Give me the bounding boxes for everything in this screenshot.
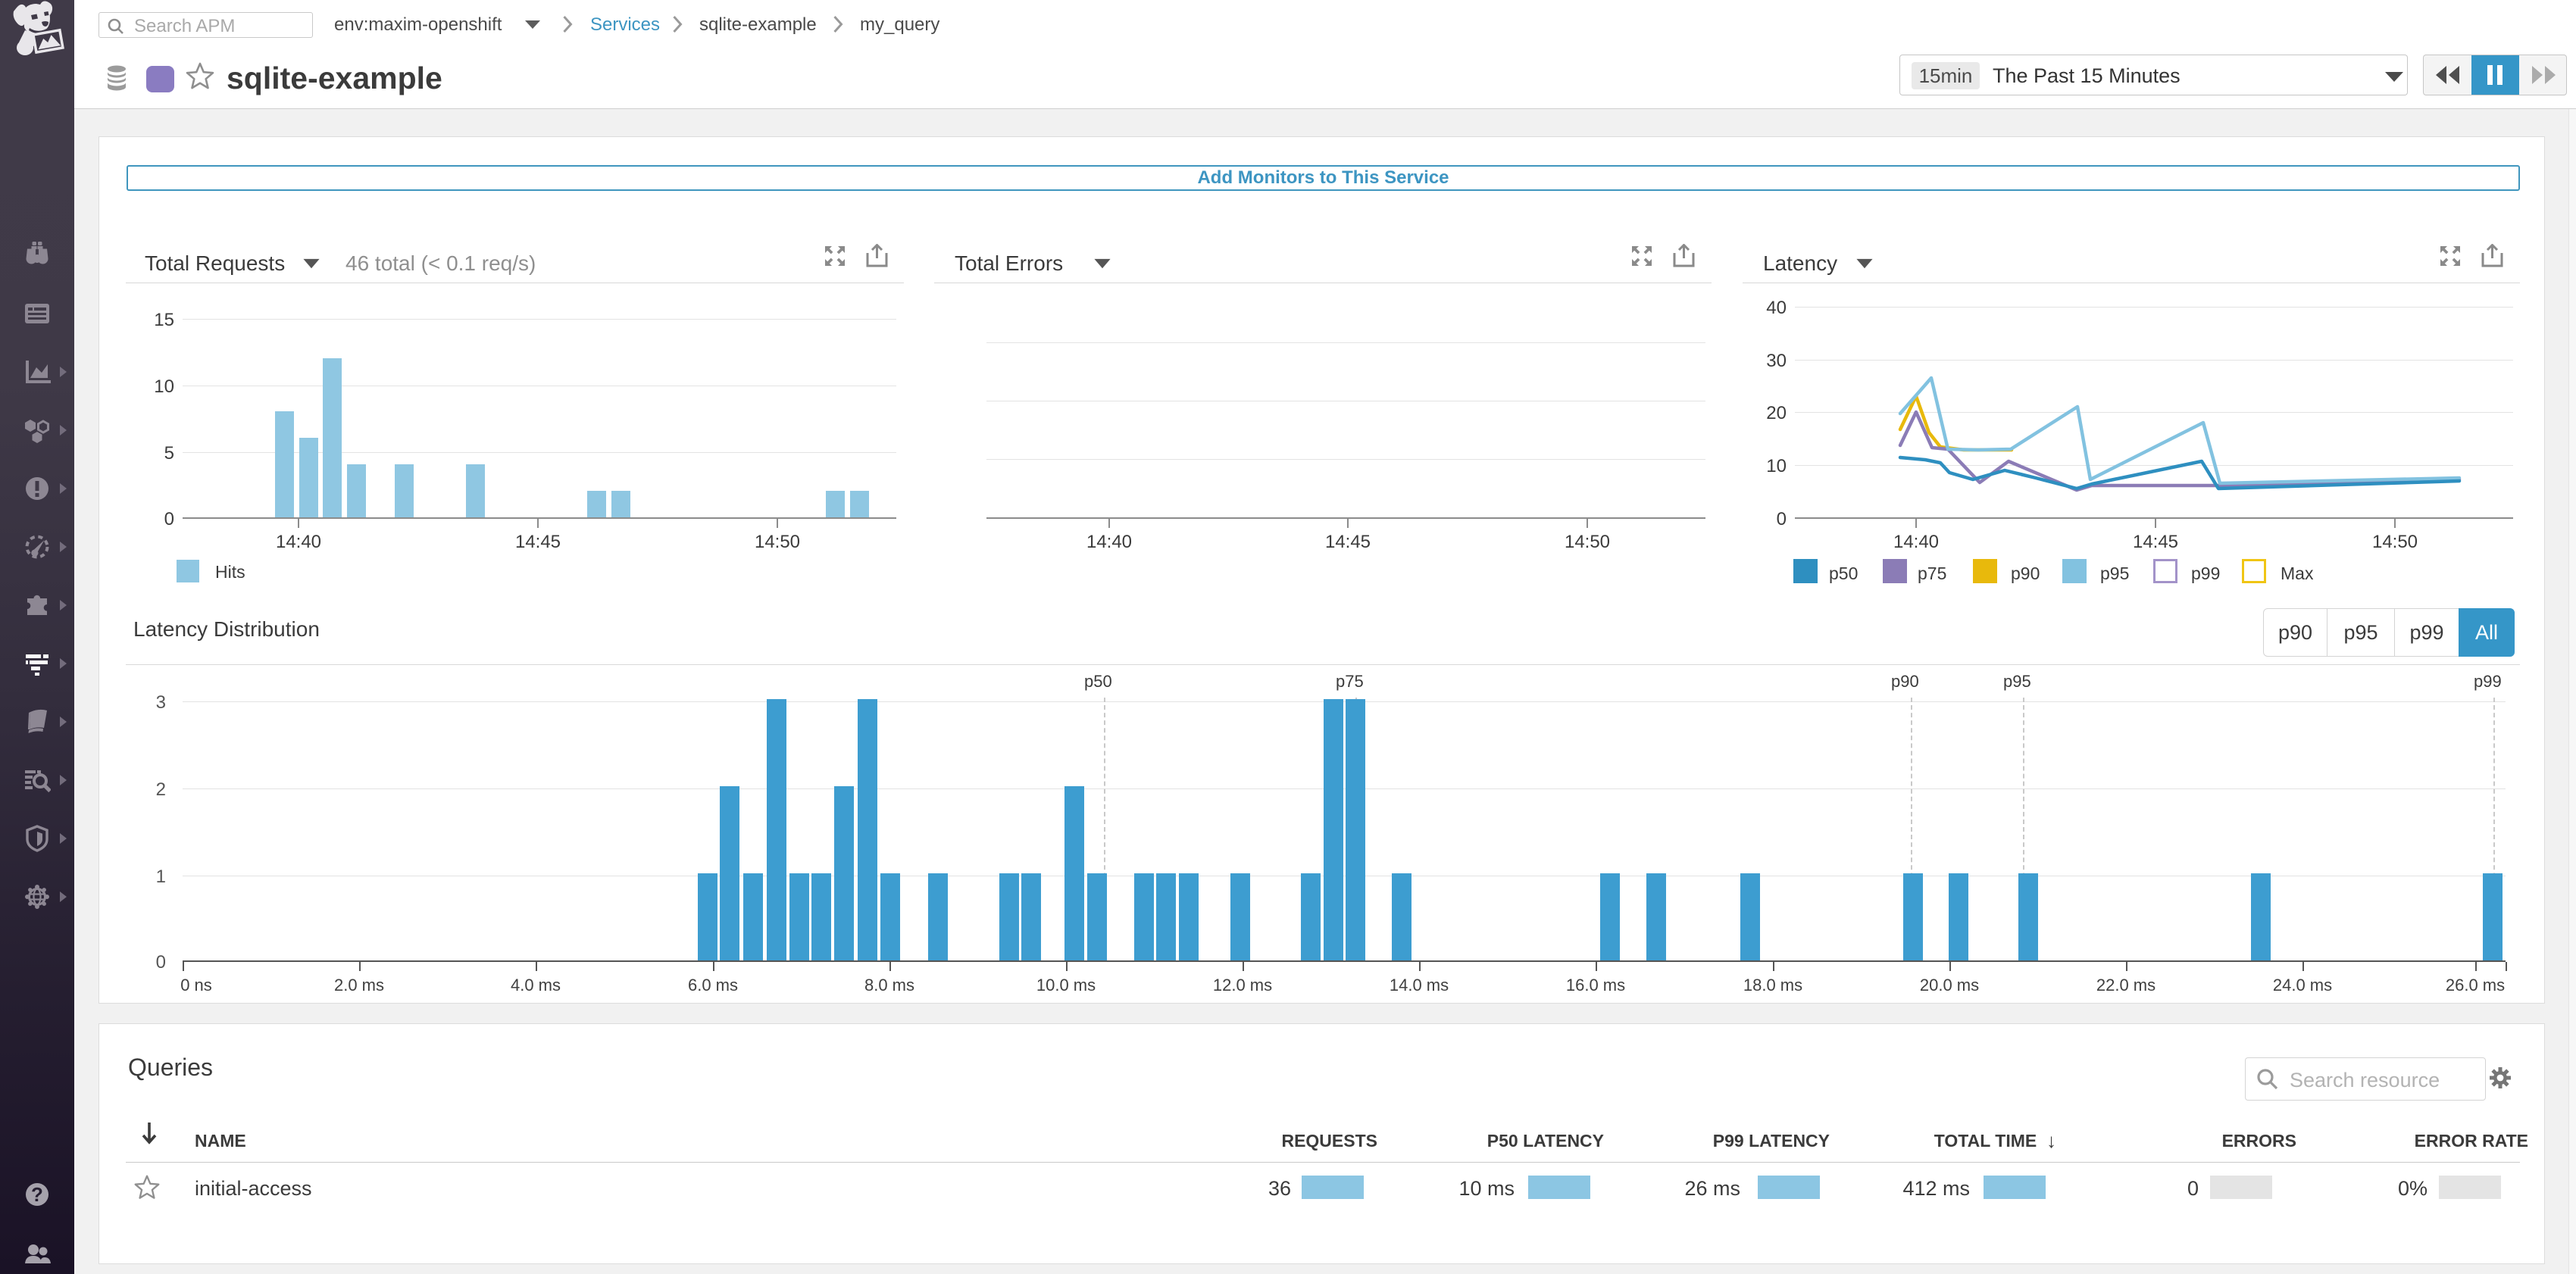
svg-text:?: ? [31, 1183, 43, 1206]
